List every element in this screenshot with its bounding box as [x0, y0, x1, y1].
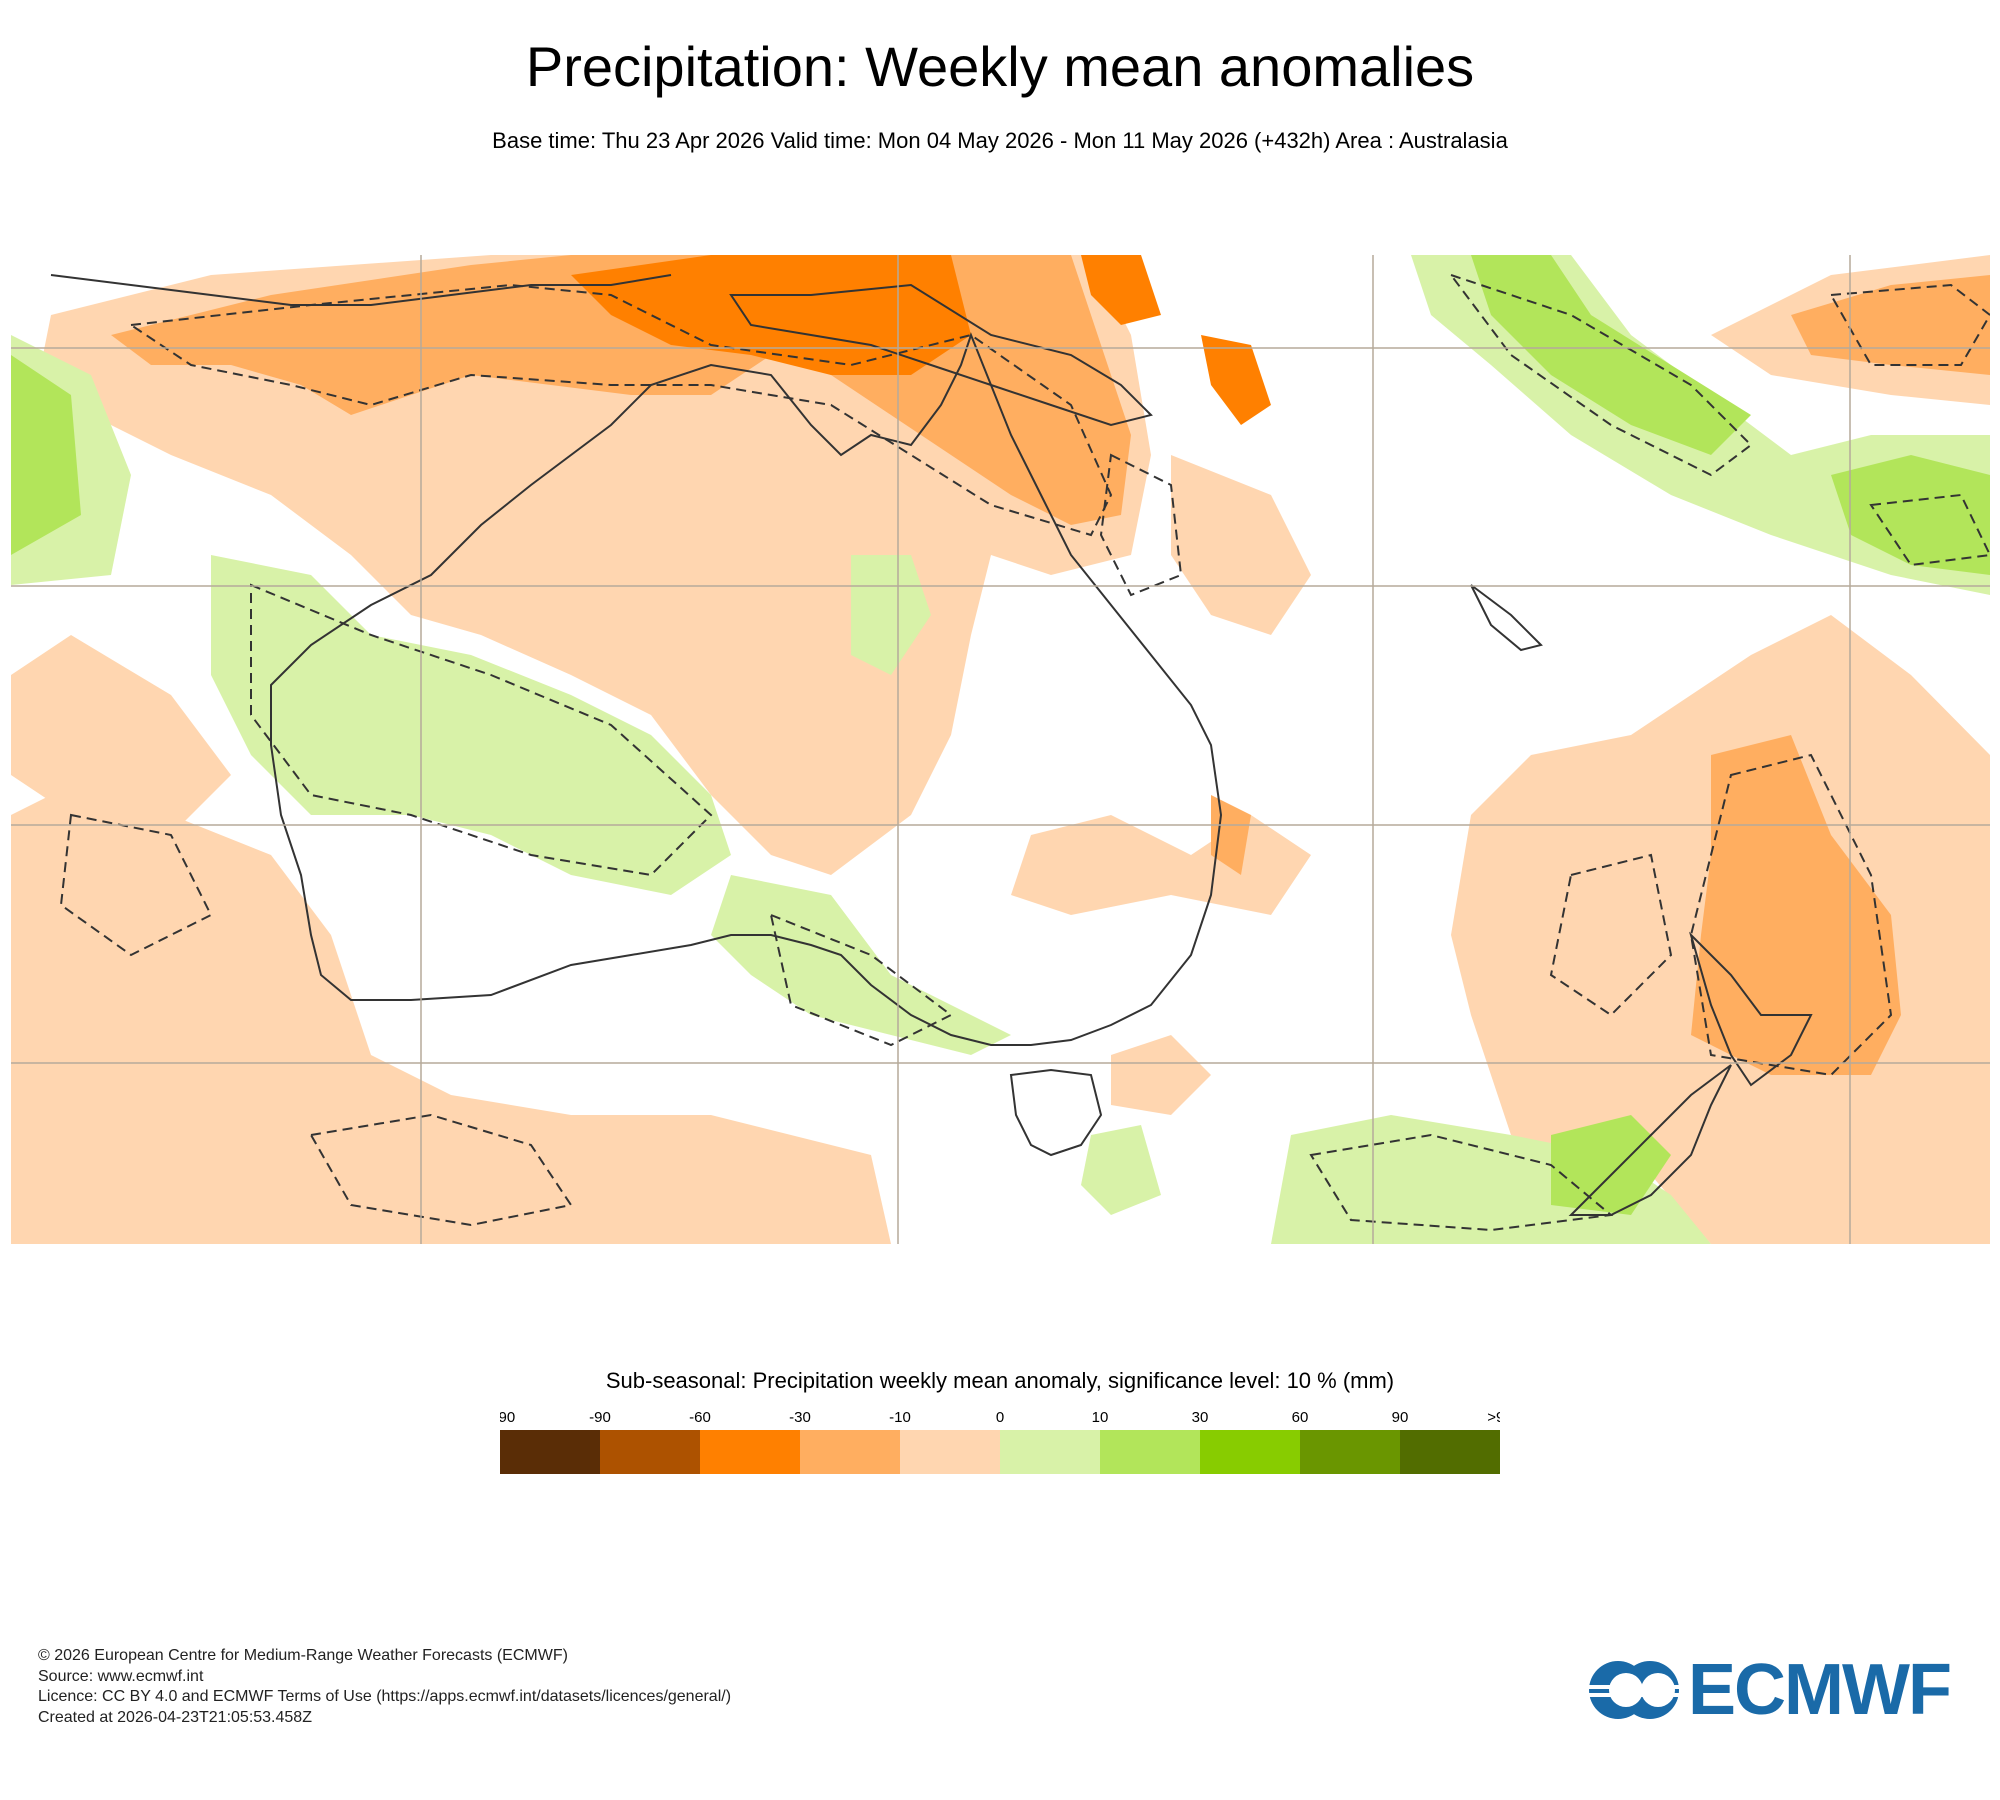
legend-swatch — [800, 1430, 900, 1474]
legend-tick-label: 0 — [996, 1409, 1004, 1426]
legend-swatch — [900, 1430, 1000, 1474]
ecmwf-logo: ECMWF — [1588, 1650, 1968, 1730]
legend-swatch — [1000, 1430, 1100, 1474]
legend-swatch — [1400, 1430, 1500, 1474]
legend-tick-label: -10 — [889, 1409, 911, 1426]
legend-title: Sub-seasonal: Precipitation weekly mean … — [605, 1368, 1395, 1393]
anomaly-light-orange-areas — [11, 255, 1990, 1244]
new-zealand-south-coastline — [1568, 1064, 1732, 1216]
created-text: Created at 2026-04-23T21:05:53.458Z — [38, 1708, 312, 1726]
anomaly-map — [11, 255, 1990, 1244]
legend-swatch — [1300, 1430, 1400, 1474]
ecmwf-logo-text: ECMWF — [1688, 1650, 1952, 1730]
tasmania-coastline — [1009, 1068, 1103, 1157]
legend-swatch — [500, 1430, 600, 1474]
legend-tick-label: <-90 — [500, 1409, 515, 1426]
footer: © 2026 European Centre for Medium-Range … — [38, 1646, 731, 1728]
legend-tick-label: -60 — [689, 1409, 711, 1426]
new-guinea-coastline — [729, 283, 1153, 427]
legend-tick-label: 30 — [1192, 1409, 1209, 1426]
legend-tick-label: 10 — [1092, 1409, 1109, 1426]
legend-swatch — [600, 1430, 700, 1474]
ecmwf-logo-icon — [1588, 1661, 1680, 1719]
source-text: Source: www.ecmwf.int — [38, 1667, 204, 1685]
licence-text: Licence: CC BY 4.0 and ECMWF Terms of Us… — [38, 1688, 732, 1705]
legend-tick-label: -30 — [789, 1409, 811, 1426]
anomaly-medium-green-areas — [11, 255, 1990, 1215]
chart-title: Precipitation: Weekly mean anomalies — [525, 35, 1475, 98]
coastline — [50, 274, 1813, 1216]
legend-swatch — [1100, 1430, 1200, 1474]
indonesia-coastline — [50, 274, 672, 306]
australia-coastline — [270, 332, 1223, 1046]
legend-swatch — [700, 1430, 800, 1474]
significance-contours — [59, 273, 1990, 1232]
new-caledonia-coastline — [1470, 584, 1543, 652]
color-legend: <-90 -90 -60 -30 -10 0 10 30 60 90 >90 — [500, 1409, 1500, 1474]
chart-subtitle: Base time: Thu 23 Apr 2026 Valid time: M… — [492, 128, 1508, 153]
legend-tick-label: 90 — [1392, 1409, 1409, 1426]
legend-tick-label: 60 — [1292, 1409, 1309, 1426]
legend-tick-label: -90 — [589, 1409, 611, 1426]
new-zealand-north-coastline — [1688, 931, 1813, 1087]
copyright-text: © 2026 European Centre for Medium-Range … — [38, 1647, 568, 1664]
legend-tick-label: >90 — [1487, 1409, 1500, 1426]
lat-lon-grid — [11, 255, 1990, 1244]
legend-swatch — [1200, 1430, 1300, 1474]
